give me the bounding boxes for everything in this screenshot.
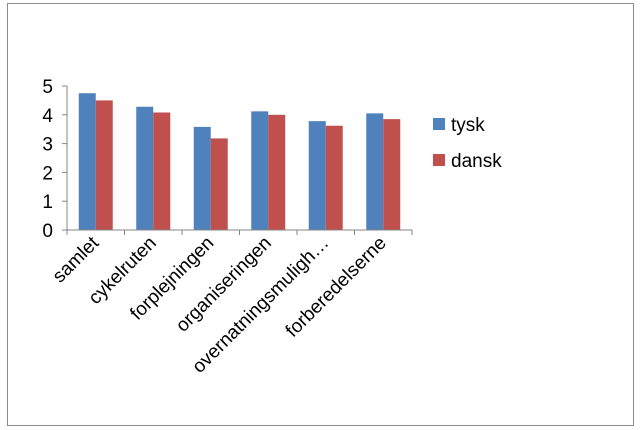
y-axis: 0 1 2 3 4 5 bbox=[42, 77, 68, 242]
bar-tysk-4 bbox=[308, 121, 326, 230]
y-tick-label: 5 bbox=[42, 77, 53, 98]
y-tick-label: 1 bbox=[42, 192, 53, 213]
x-axis: samletcykelrutenforplejningenorganiserin… bbox=[49, 229, 413, 377]
bar-tysk-2 bbox=[193, 126, 211, 230]
x-category-label: samlet bbox=[49, 232, 104, 287]
bar-tysk-3 bbox=[251, 111, 269, 230]
chart-frame: 0 1 2 3 4 5 samlet cykelruten forplejningen orga… bbox=[7, 3, 634, 426]
legend: tysk dansk bbox=[433, 115, 502, 172]
y-tick-label: 2 bbox=[42, 163, 53, 184]
legend-swatch-tysk bbox=[433, 118, 445, 130]
bar-dansk-1 bbox=[153, 112, 171, 230]
bar-dansk-5 bbox=[383, 119, 401, 230]
bar-chart: 0 1 2 3 4 5 samletcykelrutenforplejningenorga… bbox=[42, 77, 502, 377]
bars bbox=[78, 93, 401, 231]
bar-tysk-1 bbox=[136, 106, 154, 230]
bar-tysk-5 bbox=[366, 113, 384, 230]
y-tick-label: 0 bbox=[42, 221, 53, 242]
legend-label-tysk: tysk bbox=[451, 115, 485, 136]
y-tick-label: 3 bbox=[42, 135, 53, 156]
bar-dansk-2 bbox=[210, 138, 228, 230]
legend-swatch-dansk bbox=[433, 154, 445, 166]
bar-dansk-3 bbox=[268, 114, 286, 230]
x-category-label: forberedelserne bbox=[282, 233, 391, 342]
bar-tysk-0 bbox=[78, 93, 96, 230]
y-tick-label: 4 bbox=[42, 106, 53, 127]
bar-dansk-4 bbox=[325, 125, 343, 230]
legend-label-dansk: dansk bbox=[451, 151, 502, 172]
bar-dansk-0 bbox=[95, 100, 113, 231]
